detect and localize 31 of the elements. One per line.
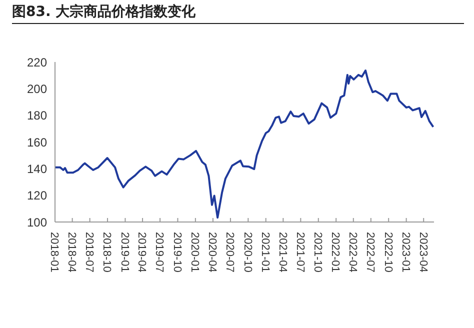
- x-tick-label: 2020-01: [188, 232, 201, 272]
- y-tick-label: 140: [26, 162, 48, 176]
- x-tick-label: 2020-10: [241, 232, 254, 272]
- x-tick-label: 2018-01: [48, 232, 60, 272]
- y-tick-label: 200: [26, 82, 48, 96]
- y-tick-label: 180: [26, 108, 48, 123]
- x-tick-label: 2023-04: [416, 232, 429, 272]
- x-tick-label: 2019-10: [170, 232, 183, 272]
- x-tick-label: 2021-10: [312, 232, 324, 272]
- x-tick-label: 2022-01: [329, 232, 342, 272]
- x-tick-label: 2020-04: [206, 232, 218, 272]
- y-tick-label: 160: [26, 135, 48, 150]
- x-tick-label: 2022-04: [346, 232, 359, 272]
- x-tick-label: 2018-07: [82, 232, 95, 272]
- y-tick-label: 120: [26, 188, 48, 203]
- x-tick-label: 2022-07: [364, 232, 376, 272]
- x-tick-label: 2020-07: [224, 232, 236, 272]
- x-tick-label: 2021-07: [294, 232, 306, 272]
- chart-title: 图83. 大宗商品价格指数变化: [12, 3, 464, 24]
- line-series: [55, 70, 434, 219]
- x-tick-label: 2023-01: [399, 232, 412, 272]
- x-tick-label: 2019-01: [118, 232, 130, 272]
- x-tick-label: 2021-01: [259, 232, 272, 272]
- x-tick-label: 2018-10: [100, 232, 113, 272]
- y-tick-label: 220: [26, 55, 48, 70]
- x-tick-label: 2022-10: [382, 232, 394, 272]
- y-tick-label: 100: [26, 215, 48, 230]
- x-tick-label: 2018-04: [65, 232, 78, 272]
- x-tick-label: 2019-07: [153, 232, 166, 272]
- x-tick-label: 2021-04: [276, 232, 288, 272]
- x-tick-label: 2019-04: [136, 232, 148, 272]
